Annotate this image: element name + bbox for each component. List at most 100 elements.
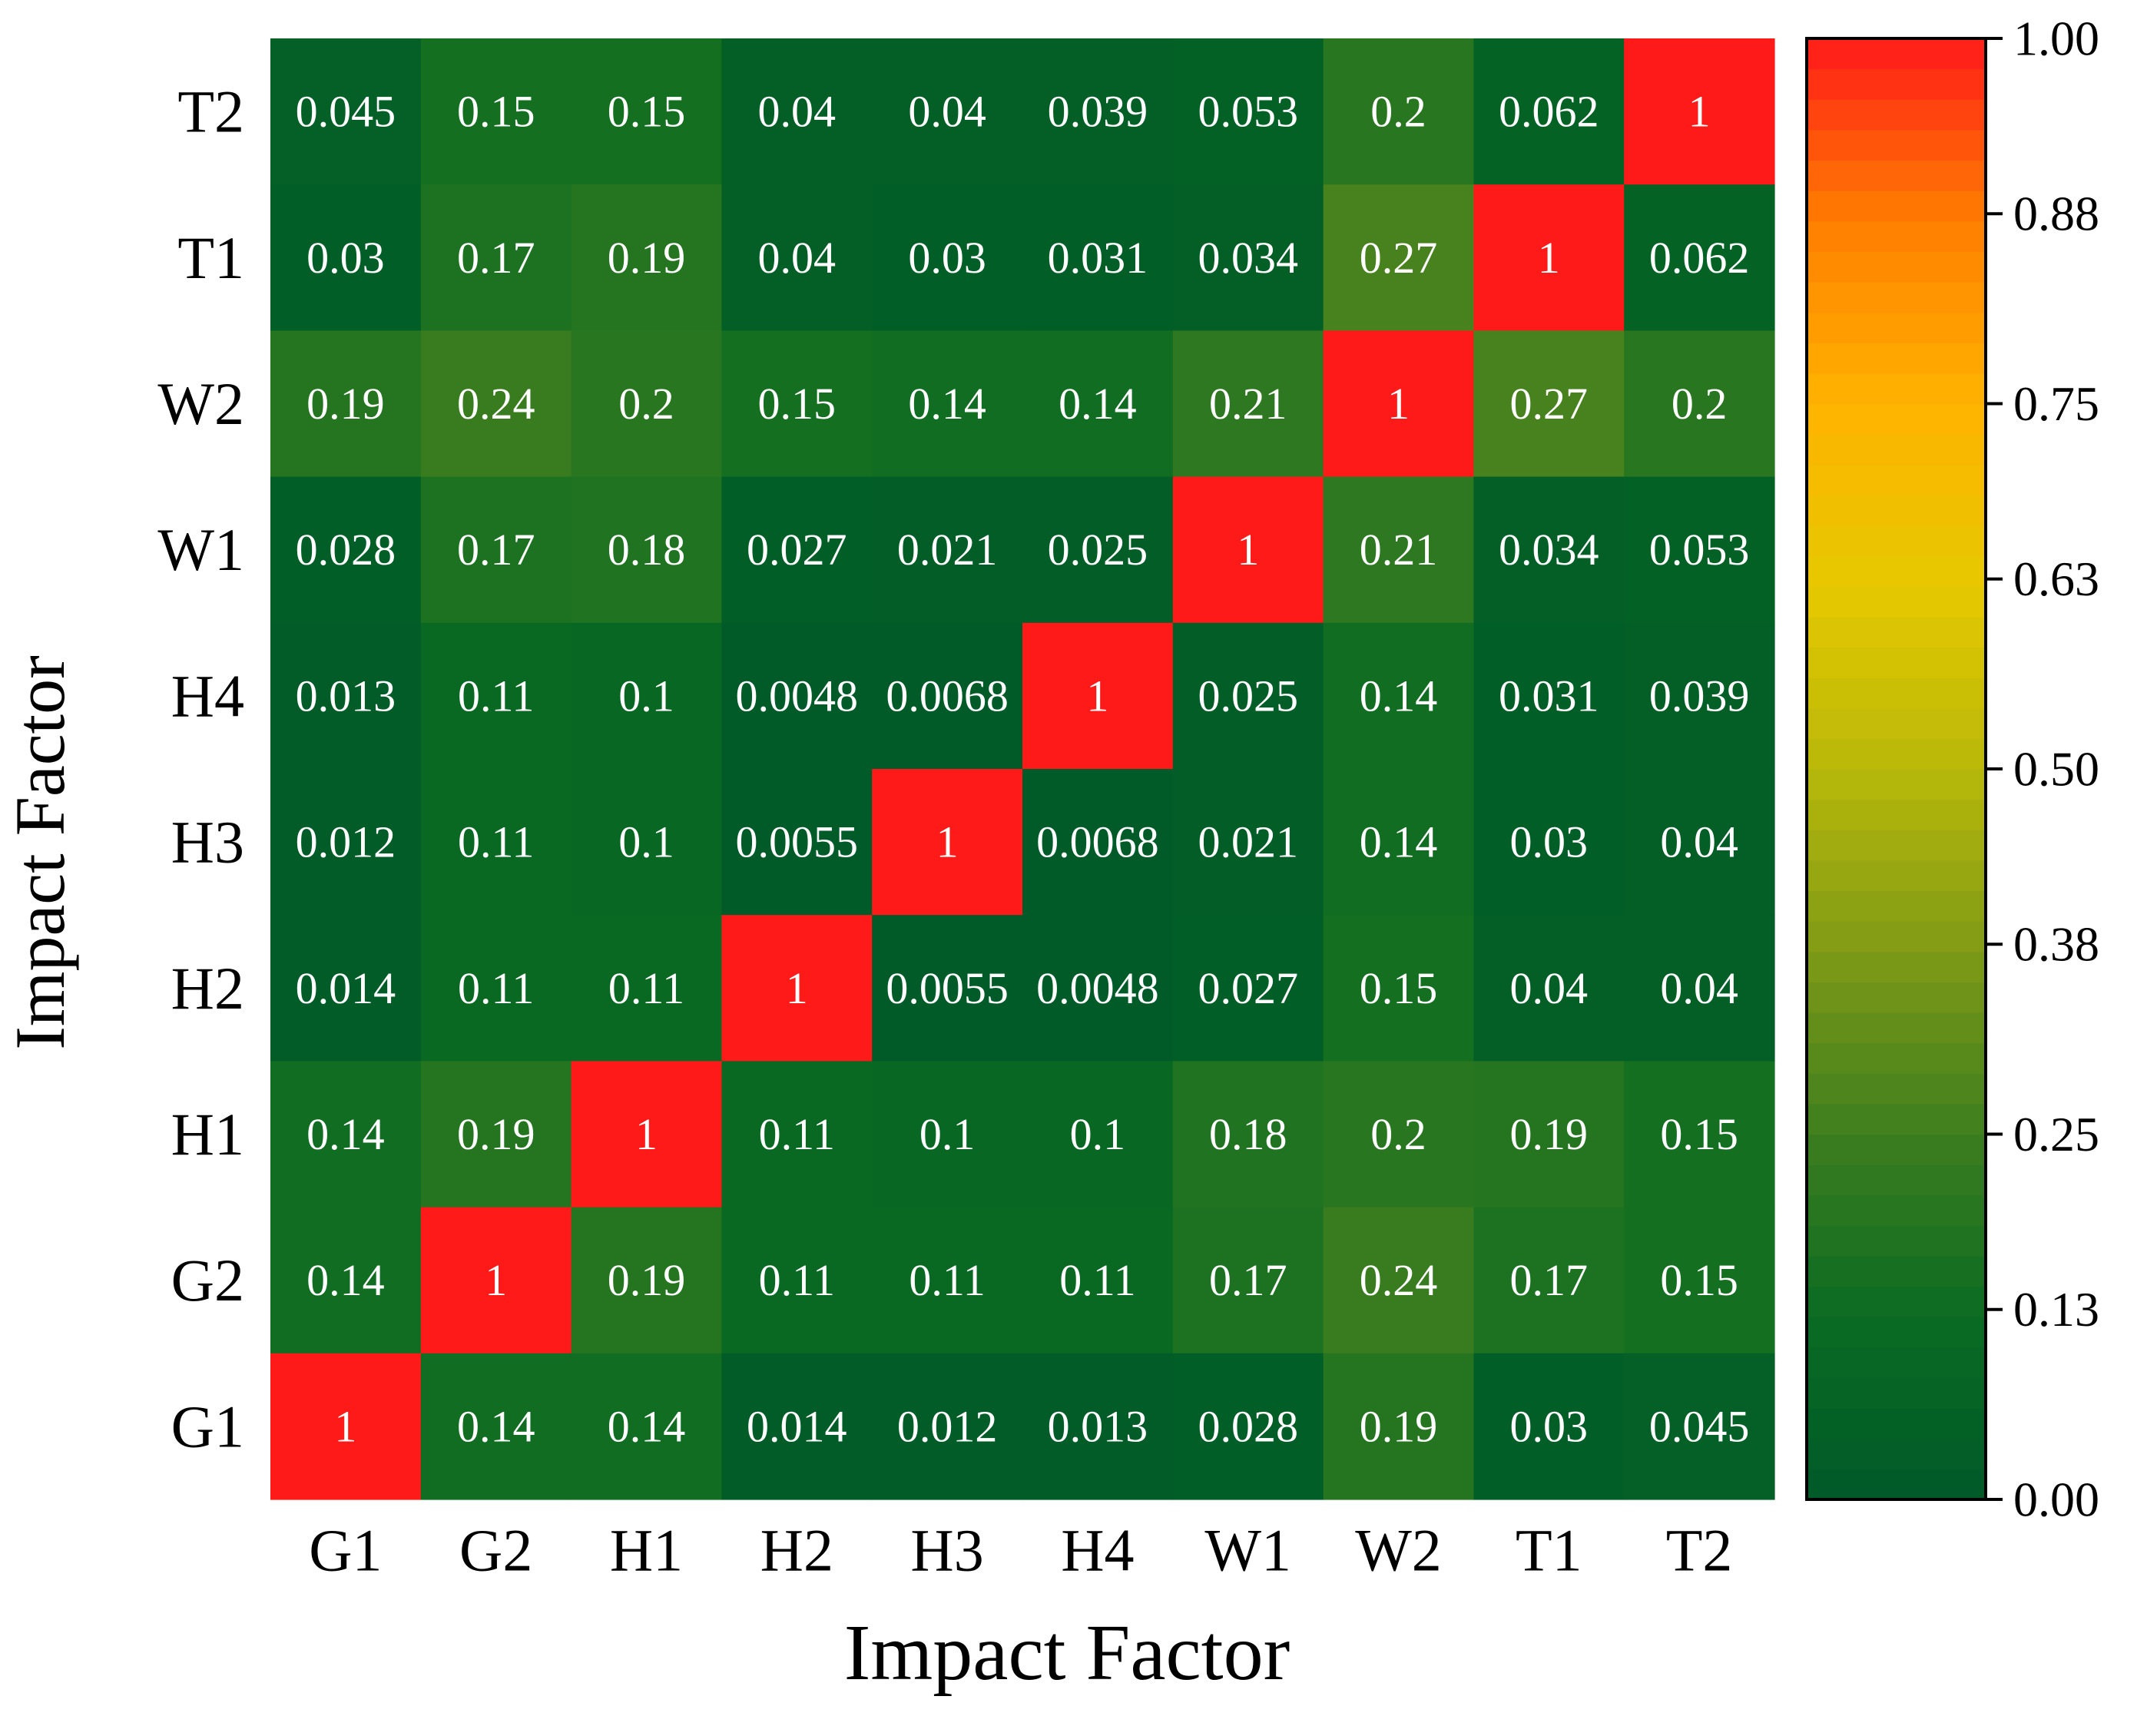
cell-value-G2-H3: 0.11: [909, 1255, 985, 1305]
cell-value-T2-H2: 0.04: [758, 87, 837, 137]
heatmap-cell-G2-G1: [270, 1207, 422, 1354]
cell-value-G1-W2: 0.19: [1360, 1401, 1438, 1451]
heatmap-cell-G1-W2: [1323, 1353, 1474, 1500]
cell-value-H4-H2: 0.0048: [736, 671, 859, 721]
colorbar-tick-label: 0.63: [2013, 552, 2099, 606]
heatmap-cell-G2-H1: [571, 1207, 722, 1354]
heatmap-cell-H3-G2: [420, 769, 572, 916]
heatmap-cell-H4-H1: [571, 622, 722, 770]
heatmap-cell-H2-T2: [1624, 915, 1775, 1062]
heatmap-cell-T2-H1: [571, 38, 722, 185]
y-tick-H3: H3: [171, 809, 244, 876]
cell-value-T1-T1: 1: [1538, 233, 1560, 283]
cell-value-T1-H2: 0.04: [758, 233, 837, 283]
heatmap-cells: 0.045 0.15 0.15 0.04 0.04 0.039 0.053 0.2 0.062 1…: [270, 38, 1775, 1500]
colorbar-band: [1807, 1377, 1986, 1409]
cell-value-G1-H3: 0.012: [897, 1401, 998, 1451]
colorbar-band: [1807, 1286, 1986, 1317]
x-tick-H1: H1: [610, 1517, 683, 1584]
colorbar-band: [1807, 282, 1986, 313]
cell-value-T2-G1: 0.045: [296, 87, 396, 137]
heatmap-cell-W1-H3: [872, 476, 1023, 624]
cell-value-W2-H3: 0.14: [908, 379, 986, 429]
heatmap-cell-W1-T2: [1624, 476, 1775, 624]
cell-value-T2-W1: 0.053: [1198, 87, 1298, 137]
heatmap-cell-T1-W2: [1323, 184, 1474, 331]
cell-value-W1-G1: 0.028: [296, 525, 396, 575]
cell-value-G2-W1: 0.17: [1209, 1255, 1287, 1305]
cell-value-H1-W2: 0.2: [1370, 1109, 1426, 1159]
heatmap-cell-H3-H1: [571, 769, 722, 916]
cell-value-G1-W1: 0.028: [1198, 1401, 1298, 1451]
colorbar-band: [1807, 1438, 1986, 1469]
cell-value-W1-H3: 0.021: [897, 525, 998, 575]
heatmap-cell-T2-H2: [721, 38, 873, 185]
x-tick-G2: G2: [459, 1517, 532, 1584]
heatmap-cell-T2-H4: [1022, 38, 1174, 185]
x-tick-T1: T1: [1516, 1517, 1582, 1584]
cell-value-H2-H1: 0.11: [608, 963, 684, 1013]
heatmap-cell-H2-W1: [1172, 915, 1324, 1062]
colorbar-band: [1807, 890, 1986, 922]
x-tick-labels: G1 G2 H1 H2 H3 H4 W1 W2 T1 T2: [309, 1517, 1732, 1584]
cell-value-G1-T1: 0.03: [1510, 1401, 1589, 1451]
cell-value-G2-H1: 0.19: [608, 1255, 686, 1305]
colorbar-tick-label: 0.88: [2013, 187, 2099, 241]
cell-value-G2-T2: 0.15: [1660, 1255, 1738, 1305]
x-tick-W2: W2: [1355, 1517, 1442, 1584]
colorbar-band: [1807, 647, 1986, 678]
heatmap-cell-W2-W1: [1172, 330, 1324, 478]
heatmap-cell-W2-H1: [571, 330, 722, 478]
heatmap-cell-G2-T2: [1624, 1207, 1775, 1354]
cell-value-H2-G2: 0.11: [458, 963, 534, 1013]
heatmap-cell-G1-G2: [420, 1353, 572, 1500]
cell-value-H4-H4: 1: [1086, 671, 1108, 721]
colorbar-band: [1807, 1225, 1986, 1257]
colorbar-band: [1807, 38, 1986, 70]
colorbar-band: [1807, 921, 1986, 952]
cell-value-T1-W1: 0.034: [1198, 233, 1298, 283]
y-tick-W2: W2: [157, 370, 244, 437]
y-tick-T2: T2: [177, 78, 244, 145]
cell-value-G2-T1: 0.17: [1510, 1255, 1589, 1305]
heatmap-cell-H1-W1: [1172, 1061, 1324, 1208]
cell-value-T2-W2: 0.2: [1370, 87, 1426, 137]
heatmap-cell-G1-W1: [1172, 1353, 1324, 1500]
cell-value-T2-T1: 0.062: [1499, 87, 1599, 137]
heatmap-cell-H1-H2: [721, 1061, 873, 1208]
colorbar-band: [1807, 1012, 1986, 1044]
y-tick-G2: G2: [171, 1247, 244, 1314]
heatmap-cell-T2-G2: [420, 38, 572, 185]
cell-value-W1-G2: 0.17: [457, 525, 535, 575]
cell-value-H3-T1: 0.03: [1510, 817, 1589, 867]
heatmap-cell-H1-H3: [872, 1061, 1023, 1208]
heatmap-cell-H1-G1: [270, 1061, 422, 1208]
heatmap-cell-W1-H4: [1022, 476, 1174, 624]
heatmap-cell-T1-G1: [270, 184, 422, 331]
heatmap-cell-W2-T1: [1473, 330, 1625, 478]
cell-value-H2-H2: 1: [786, 963, 808, 1013]
cell-value-H3-W2: 0.14: [1360, 817, 1438, 867]
colorbar-band: [1807, 951, 1986, 982]
cell-value-G2-H2: 0.11: [759, 1255, 835, 1305]
heatmap-cell-H1-G2: [420, 1061, 572, 1208]
heatmap-cell-H3-G1: [270, 769, 422, 916]
cell-value-W2-W2: 1: [1387, 379, 1410, 429]
cell-value-H4-T2: 0.039: [1649, 671, 1750, 721]
cell-value-H1-H3: 0.1: [919, 1109, 976, 1159]
heatmap-cell-H4-H4: [1022, 622, 1174, 770]
heatmap-cell-W1-H2: [721, 476, 873, 624]
heatmap-cell-H2-W2: [1323, 915, 1474, 1062]
colorbar-band: [1807, 403, 1986, 435]
cell-value-T2-G2: 0.15: [457, 87, 535, 137]
colorbar-band: [1807, 1347, 1986, 1379]
colorbar-band: [1807, 129, 1986, 161]
cell-value-H1-T2: 0.15: [1660, 1109, 1738, 1159]
heatmap-cell-W1-G2: [420, 476, 572, 624]
cell-value-G2-H4: 0.11: [1059, 1255, 1135, 1305]
y-tick-H1: H1: [171, 1101, 244, 1168]
heatmap-cell-T1-H3: [872, 184, 1023, 331]
heatmap-cell-H4-T2: [1624, 622, 1775, 770]
heatmap-cell-H4-W1: [1172, 622, 1324, 770]
